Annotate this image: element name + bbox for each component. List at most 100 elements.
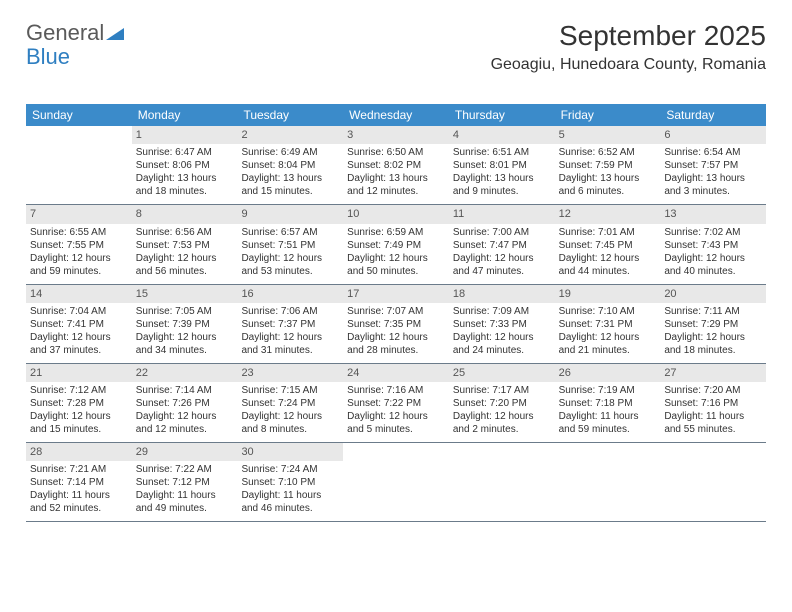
daylight-text: Daylight: 13 hours and 12 minutes. (347, 172, 445, 198)
daylight-text: Daylight: 12 hours and 50 minutes. (347, 252, 445, 278)
sunset-text: Sunset: 7:45 PM (559, 239, 657, 252)
logo-word2: Blue (26, 44, 70, 69)
day-cell: 11Sunrise: 7:00 AMSunset: 7:47 PMDayligh… (449, 205, 555, 283)
daylight-text: Daylight: 12 hours and 40 minutes. (664, 252, 762, 278)
sunset-text: Sunset: 7:35 PM (347, 318, 445, 331)
day-details: Sunrise: 6:52 AMSunset: 7:59 PMDaylight:… (555, 144, 661, 204)
sunrise-text: Sunrise: 6:55 AM (30, 226, 128, 239)
sunset-text: Sunset: 7:28 PM (30, 397, 128, 410)
daylight-text: Daylight: 12 hours and 2 minutes. (453, 410, 551, 436)
day-details: Sunrise: 6:51 AMSunset: 8:01 PMDaylight:… (449, 144, 555, 204)
day-cell: 21Sunrise: 7:12 AMSunset: 7:28 PMDayligh… (26, 364, 132, 442)
day-number: 5 (555, 126, 661, 144)
day-number: 9 (237, 205, 343, 223)
week-row: 1Sunrise: 6:47 AMSunset: 8:06 PMDaylight… (26, 126, 766, 205)
weeks-container: 1Sunrise: 6:47 AMSunset: 8:06 PMDaylight… (26, 126, 766, 522)
day-details: Sunrise: 7:17 AMSunset: 7:20 PMDaylight:… (449, 382, 555, 442)
sunrise-text: Sunrise: 6:56 AM (136, 226, 234, 239)
weekday-header: Sunday (26, 104, 132, 126)
daylight-text: Daylight: 12 hours and 5 minutes. (347, 410, 445, 436)
day-number (660, 443, 766, 447)
sunset-text: Sunset: 7:33 PM (453, 318, 551, 331)
sunrise-text: Sunrise: 6:51 AM (453, 146, 551, 159)
day-number: 18 (449, 285, 555, 303)
sunset-text: Sunset: 7:41 PM (30, 318, 128, 331)
day-number: 7 (26, 205, 132, 223)
sunrise-text: Sunrise: 7:09 AM (453, 305, 551, 318)
day-number: 25 (449, 364, 555, 382)
day-cell: 18Sunrise: 7:09 AMSunset: 7:33 PMDayligh… (449, 285, 555, 363)
day-cell (343, 443, 449, 521)
sunrise-text: Sunrise: 7:16 AM (347, 384, 445, 397)
sunrise-text: Sunrise: 7:07 AM (347, 305, 445, 318)
daylight-text: Daylight: 11 hours and 59 minutes. (559, 410, 657, 436)
day-details: Sunrise: 7:10 AMSunset: 7:31 PMDaylight:… (555, 303, 661, 363)
day-number: 2 (237, 126, 343, 144)
weekday-header-row: SundayMondayTuesdayWednesdayThursdayFrid… (26, 104, 766, 126)
day-number (26, 126, 132, 130)
week-row: 21Sunrise: 7:12 AMSunset: 7:28 PMDayligh… (26, 364, 766, 443)
daylight-text: Daylight: 13 hours and 18 minutes. (136, 172, 234, 198)
day-number: 11 (449, 205, 555, 223)
daylight-text: Daylight: 12 hours and 24 minutes. (453, 331, 551, 357)
day-number: 6 (660, 126, 766, 144)
day-details: Sunrise: 7:16 AMSunset: 7:22 PMDaylight:… (343, 382, 449, 442)
week-row: 14Sunrise: 7:04 AMSunset: 7:41 PMDayligh… (26, 285, 766, 364)
day-cell: 17Sunrise: 7:07 AMSunset: 7:35 PMDayligh… (343, 285, 449, 363)
day-number: 29 (132, 443, 238, 461)
sunset-text: Sunset: 7:47 PM (453, 239, 551, 252)
sunset-text: Sunset: 7:39 PM (136, 318, 234, 331)
day-number: 19 (555, 285, 661, 303)
weekday-header: Friday (555, 104, 661, 126)
day-details: Sunrise: 7:22 AMSunset: 7:12 PMDaylight:… (132, 461, 238, 521)
sunset-text: Sunset: 7:12 PM (136, 476, 234, 489)
day-number: 22 (132, 364, 238, 382)
sunrise-text: Sunrise: 7:19 AM (559, 384, 657, 397)
day-number: 4 (449, 126, 555, 144)
day-cell: 25Sunrise: 7:17 AMSunset: 7:20 PMDayligh… (449, 364, 555, 442)
day-details: Sunrise: 6:55 AMSunset: 7:55 PMDaylight:… (26, 224, 132, 284)
sunset-text: Sunset: 7:31 PM (559, 318, 657, 331)
day-number: 12 (555, 205, 661, 223)
day-details: Sunrise: 7:09 AMSunset: 7:33 PMDaylight:… (449, 303, 555, 363)
day-cell: 19Sunrise: 7:10 AMSunset: 7:31 PMDayligh… (555, 285, 661, 363)
weekday-header: Thursday (449, 104, 555, 126)
day-cell: 16Sunrise: 7:06 AMSunset: 7:37 PMDayligh… (237, 285, 343, 363)
daylight-text: Daylight: 13 hours and 9 minutes. (453, 172, 551, 198)
daylight-text: Daylight: 12 hours and 8 minutes. (241, 410, 339, 436)
day-cell: 26Sunrise: 7:19 AMSunset: 7:18 PMDayligh… (555, 364, 661, 442)
day-cell: 6Sunrise: 6:54 AMSunset: 7:57 PMDaylight… (660, 126, 766, 204)
day-number (555, 443, 661, 447)
daylight-text: Daylight: 11 hours and 49 minutes. (136, 489, 234, 515)
day-number: 26 (555, 364, 661, 382)
daylight-text: Daylight: 13 hours and 15 minutes. (241, 172, 339, 198)
daylight-text: Daylight: 13 hours and 6 minutes. (559, 172, 657, 198)
day-number: 8 (132, 205, 238, 223)
day-cell: 8Sunrise: 6:56 AMSunset: 7:53 PMDaylight… (132, 205, 238, 283)
day-cell (660, 443, 766, 521)
daylight-text: Daylight: 12 hours and 56 minutes. (136, 252, 234, 278)
daylight-text: Daylight: 12 hours and 44 minutes. (559, 252, 657, 278)
sunset-text: Sunset: 7:53 PM (136, 239, 234, 252)
day-details: Sunrise: 7:06 AMSunset: 7:37 PMDaylight:… (237, 303, 343, 363)
day-number: 13 (660, 205, 766, 223)
day-details: Sunrise: 7:00 AMSunset: 7:47 PMDaylight:… (449, 224, 555, 284)
sunset-text: Sunset: 7:55 PM (30, 239, 128, 252)
logo-word1: General (26, 20, 104, 45)
sunrise-text: Sunrise: 7:24 AM (241, 463, 339, 476)
sunset-text: Sunset: 7:22 PM (347, 397, 445, 410)
day-details: Sunrise: 7:21 AMSunset: 7:14 PMDaylight:… (26, 461, 132, 521)
sunrise-text: Sunrise: 7:01 AM (559, 226, 657, 239)
day-details: Sunrise: 6:56 AMSunset: 7:53 PMDaylight:… (132, 224, 238, 284)
day-number: 17 (343, 285, 449, 303)
day-cell: 27Sunrise: 7:20 AMSunset: 7:16 PMDayligh… (660, 364, 766, 442)
day-details: Sunrise: 6:50 AMSunset: 8:02 PMDaylight:… (343, 144, 449, 204)
day-number (449, 443, 555, 447)
day-details: Sunrise: 7:19 AMSunset: 7:18 PMDaylight:… (555, 382, 661, 442)
sunset-text: Sunset: 7:10 PM (241, 476, 339, 489)
sunset-text: Sunset: 7:49 PM (347, 239, 445, 252)
sunset-text: Sunset: 7:43 PM (664, 239, 762, 252)
daylight-text: Daylight: 11 hours and 55 minutes. (664, 410, 762, 436)
daylight-text: Daylight: 12 hours and 37 minutes. (30, 331, 128, 357)
weekday-header: Saturday (660, 104, 766, 126)
